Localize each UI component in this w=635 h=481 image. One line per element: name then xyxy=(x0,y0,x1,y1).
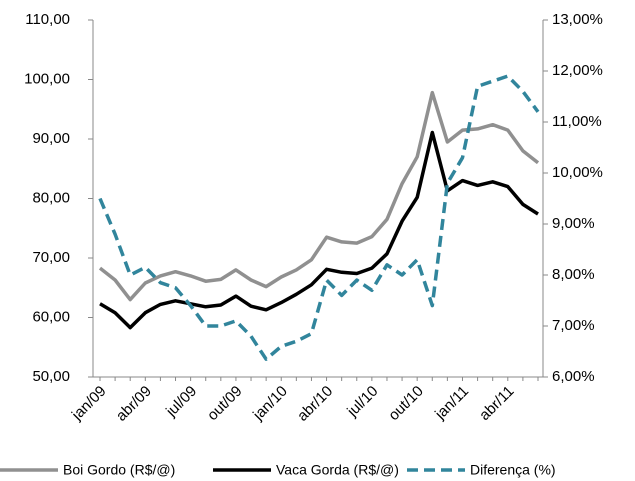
y2-tick-label: 8,00% xyxy=(552,266,595,283)
y2-tick-label: 6,00% xyxy=(552,368,595,385)
series-line xyxy=(98,74,540,361)
y-tick-label: 100,00 xyxy=(24,70,70,87)
legend-label: Diferença (%) xyxy=(470,462,556,478)
y-tick-label: 90,00 xyxy=(32,130,70,147)
x-tick-label: jul/09 xyxy=(162,383,200,421)
y2-tick-label: 9,00% xyxy=(552,215,595,232)
y-tick-label: 60,00 xyxy=(32,308,70,325)
y-tick-label: 70,00 xyxy=(32,249,70,266)
x-tick-label: out/09 xyxy=(204,383,246,425)
y2-tick-label: 12,00% xyxy=(552,62,603,79)
x-tick-label: jul/10 xyxy=(343,383,381,421)
y2-tick-label: 11,00% xyxy=(552,113,602,130)
y2-tick-label: 10,00% xyxy=(552,164,603,181)
y2-tick-label: 7,00% xyxy=(552,317,595,334)
x-tick-label: abr/11 xyxy=(476,383,517,424)
series-line xyxy=(98,90,540,302)
y-tick-label: 50,00 xyxy=(32,368,70,385)
x-tick-label: jan/11 xyxy=(431,383,472,424)
x-tick-label: abr/10 xyxy=(294,383,336,425)
x-tick-label: abr/09 xyxy=(113,383,155,425)
legend-label: Boi Gordo (R$/@) xyxy=(63,462,175,478)
y-tick-label: 110,00 xyxy=(25,11,70,28)
y2-tick-label: 13,00% xyxy=(552,11,603,28)
y-tick-label: 80,00 xyxy=(32,189,70,206)
x-tick-label: out/10 xyxy=(385,383,427,425)
series-line xyxy=(99,130,539,330)
x-tick-label: jan/10 xyxy=(249,383,291,425)
legend-label: Vaca Gorda (R$/@) xyxy=(276,462,399,478)
x-tick-label: jan/09 xyxy=(68,383,110,425)
